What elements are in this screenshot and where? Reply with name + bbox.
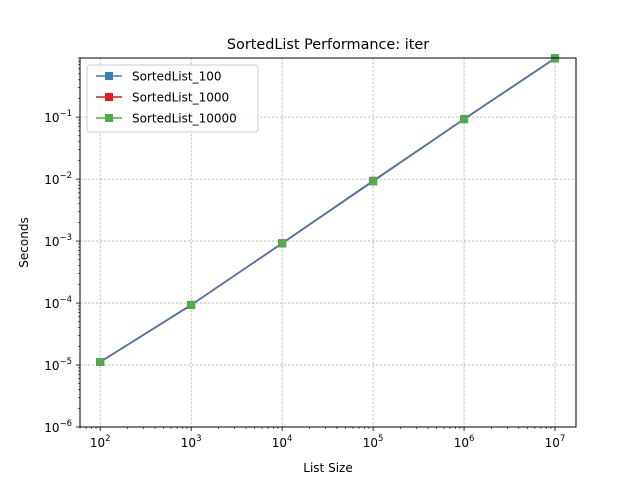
- data-point: [460, 115, 469, 124]
- x-tick-label: 104: [272, 434, 293, 450]
- legend-box: [86, 64, 259, 133]
- x-tick-label: 105: [363, 434, 384, 450]
- x-tick-label: 106: [454, 434, 475, 450]
- data-point: [278, 239, 287, 248]
- data-point: [369, 177, 378, 186]
- legend: SortedList_100 SortedList_1000 SortedList_…: [86, 64, 259, 133]
- y-tick-label: 10−2: [44, 171, 72, 187]
- legend-label: SortedList_1000: [132, 91, 229, 105]
- x-axis-label: List Size: [303, 461, 352, 475]
- y-tick-label: 10−3: [44, 233, 72, 249]
- x-tick-label: 102: [90, 434, 111, 450]
- tick-layer: 102 103 104 105 106 107 10−6 10−5 10−4 10−3 10−2 10…: [44, 57, 566, 450]
- legend-marker: [105, 93, 113, 101]
- y-tick-label: 10−1: [44, 109, 72, 125]
- legend-marker: [105, 114, 113, 122]
- legend-label: SortedList_100: [132, 70, 221, 84]
- x-tick-label: 103: [181, 434, 202, 450]
- data-point: [96, 357, 105, 366]
- y-tick-label: 10−4: [44, 295, 72, 311]
- y-tick-label: 10−6: [44, 419, 72, 435]
- chart-title: SortedList Performance: iter: [227, 37, 429, 53]
- series-line: [99, 57, 556, 363]
- legend-label: SortedList_10000: [132, 112, 237, 126]
- data-point: [187, 301, 196, 310]
- legend-marker: [105, 72, 113, 80]
- x-tick-label: 107: [545, 434, 566, 450]
- plot-frame: [79, 57, 577, 428]
- y-axis-label: Seconds: [17, 217, 31, 267]
- y-tick-label: 10−5: [44, 357, 72, 373]
